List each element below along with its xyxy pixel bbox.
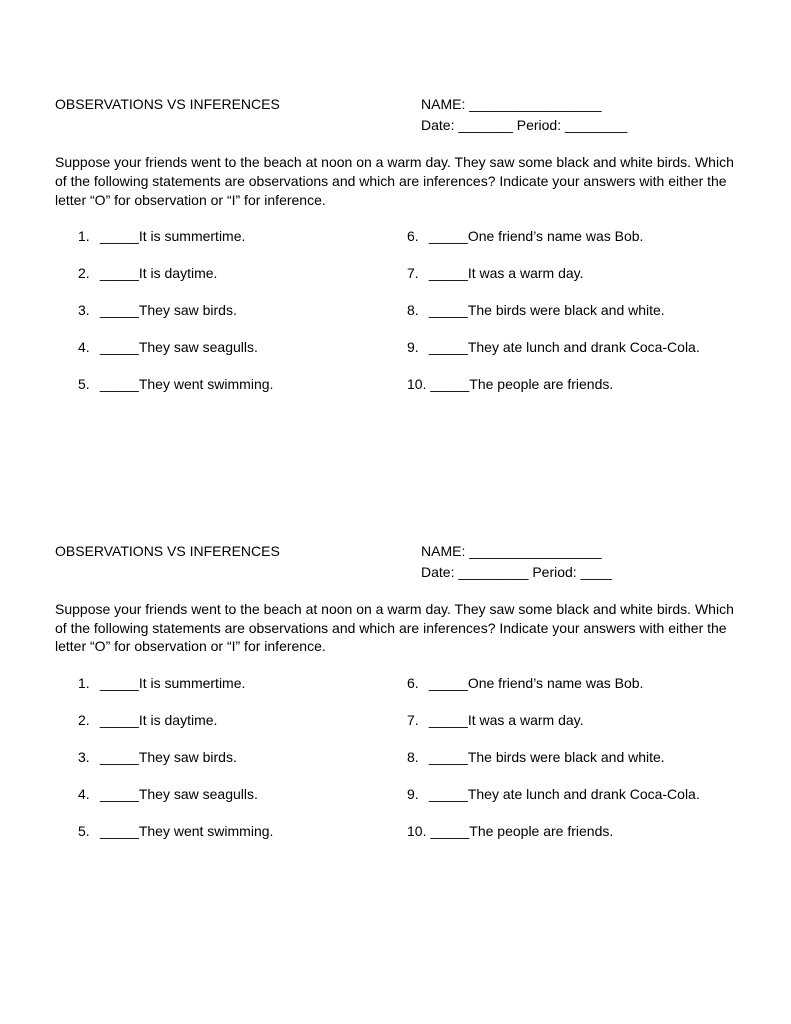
question-text: _____They ate lunch and drank Coca-Cola. (429, 786, 700, 802)
question-text: _____They saw seagulls. (100, 339, 258, 355)
question-number: 8. (407, 748, 425, 767)
question-text: _____They saw birds. (100, 749, 237, 765)
question-text: _____They ate lunch and drank Coca-Cola. (429, 339, 700, 355)
question-item: 4. _____They saw seagulls. (78, 338, 407, 357)
question-item: 7. _____It was a warm day. (407, 711, 736, 730)
instructions: Suppose your friends went to the beach a… (55, 600, 736, 657)
question-number: 9. (407, 338, 425, 357)
question-number: 1. (78, 227, 96, 246)
question-text: _____They went swimming. (100, 823, 274, 839)
questions-left-col: 1. _____It is summertime. 2. _____It is … (78, 227, 407, 411)
question-number: 2. (78, 264, 96, 283)
question-number: 2. (78, 711, 96, 730)
name-line: NAME: _________________ (421, 542, 736, 561)
question-text: _____They saw seagulls. (100, 786, 258, 802)
question-item: 1. _____It is summertime. (78, 674, 407, 693)
question-number: 3. (78, 748, 96, 767)
page: OBSERVATIONS VS INFERENCES NAME: _______… (0, 0, 791, 1024)
question-number: 7. (407, 711, 425, 730)
question-item: 5. _____They went swimming. (78, 822, 407, 841)
header-row: OBSERVATIONS VS INFERENCES NAME: _______… (55, 95, 736, 114)
question-number: 10. (407, 375, 426, 394)
question-item: 3. _____They saw birds. (78, 748, 407, 767)
worksheet-title: OBSERVATIONS VS INFERENCES (55, 95, 280, 114)
header-row-2: Date: _________ Period: ____ (55, 563, 736, 582)
question-text: _____It is summertime. (100, 228, 246, 244)
question-text: _____One friend’s name was Bob. (429, 228, 644, 244)
question-text: _____The people are friends. (430, 823, 613, 839)
questions-left-col: 1. _____It is summertime. 2. _____It is … (78, 674, 407, 858)
date-period-line: Date: _________ Period: ____ (421, 563, 736, 582)
question-number: 10. (407, 822, 426, 841)
question-number: 6. (407, 227, 425, 246)
questions: 1. _____It is summertime. 2. _____It is … (78, 674, 736, 858)
question-item: 8. _____The birds were black and white. (407, 301, 736, 320)
question-text: _____They went swimming. (100, 376, 274, 392)
question-item: 9. _____They ate lunch and drank Coca-Co… (407, 338, 736, 357)
question-item: 2. _____It is daytime. (78, 264, 407, 283)
question-text: _____It is daytime. (100, 712, 218, 728)
questions-right-col: 6. _____One friend’s name was Bob. 7. __… (407, 674, 736, 858)
question-number: 1. (78, 674, 96, 693)
question-item: 9. _____They ate lunch and drank Coca-Co… (407, 785, 736, 804)
worksheet-1: OBSERVATIONS VS INFERENCES NAME: _______… (55, 95, 736, 412)
question-number: 6. (407, 674, 425, 693)
header-row-2: Date: _______ Period: ________ (55, 116, 736, 135)
question-item: 2. _____It is daytime. (78, 711, 407, 730)
question-text: _____The birds were black and white. (429, 302, 665, 318)
question-item: 3. _____They saw birds. (78, 301, 407, 320)
header-row: OBSERVATIONS VS INFERENCES NAME: _______… (55, 542, 736, 561)
question-number: 3. (78, 301, 96, 320)
worksheet-title: OBSERVATIONS VS INFERENCES (55, 542, 280, 561)
question-item: 5. _____They went swimming. (78, 375, 407, 394)
question-number: 5. (78, 822, 96, 841)
question-number: 4. (78, 785, 96, 804)
date-period-line: Date: _______ Period: ________ (421, 116, 736, 135)
question-item: 4. _____They saw seagulls. (78, 785, 407, 804)
questions-right-col: 6. _____One friend’s name was Bob. 7. __… (407, 227, 736, 411)
questions: 1. _____It is summertime. 2. _____It is … (78, 227, 736, 411)
question-item: 7. _____It was a warm day. (407, 264, 736, 283)
question-text: _____They saw birds. (100, 302, 237, 318)
question-text: _____It is daytime. (100, 265, 218, 281)
question-number: 4. (78, 338, 96, 357)
question-number: 8. (407, 301, 425, 320)
question-number: 7. (407, 264, 425, 283)
instructions: Suppose your friends went to the beach a… (55, 153, 736, 210)
worksheet-2: OBSERVATIONS VS INFERENCES NAME: _______… (55, 542, 736, 859)
question-text: _____It was a warm day. (429, 712, 584, 728)
question-number: 5. (78, 375, 96, 394)
name-line: NAME: _________________ (421, 95, 736, 114)
question-item: 1. _____It is summertime. (78, 227, 407, 246)
question-item: 6. _____One friend’s name was Bob. (407, 227, 736, 246)
question-text: _____One friend’s name was Bob. (429, 675, 644, 691)
question-text: _____It is summertime. (100, 675, 246, 691)
question-item: 10. _____The people are friends. (407, 375, 736, 394)
question-item: 8. _____The birds were black and white. (407, 748, 736, 767)
question-number: 9. (407, 785, 425, 804)
question-item: 6. _____One friend’s name was Bob. (407, 674, 736, 693)
question-text: _____It was a warm day. (429, 265, 584, 281)
question-item: 10. _____The people are friends. (407, 822, 736, 841)
question-text: _____The birds were black and white. (429, 749, 665, 765)
question-text: _____The people are friends. (430, 376, 613, 392)
